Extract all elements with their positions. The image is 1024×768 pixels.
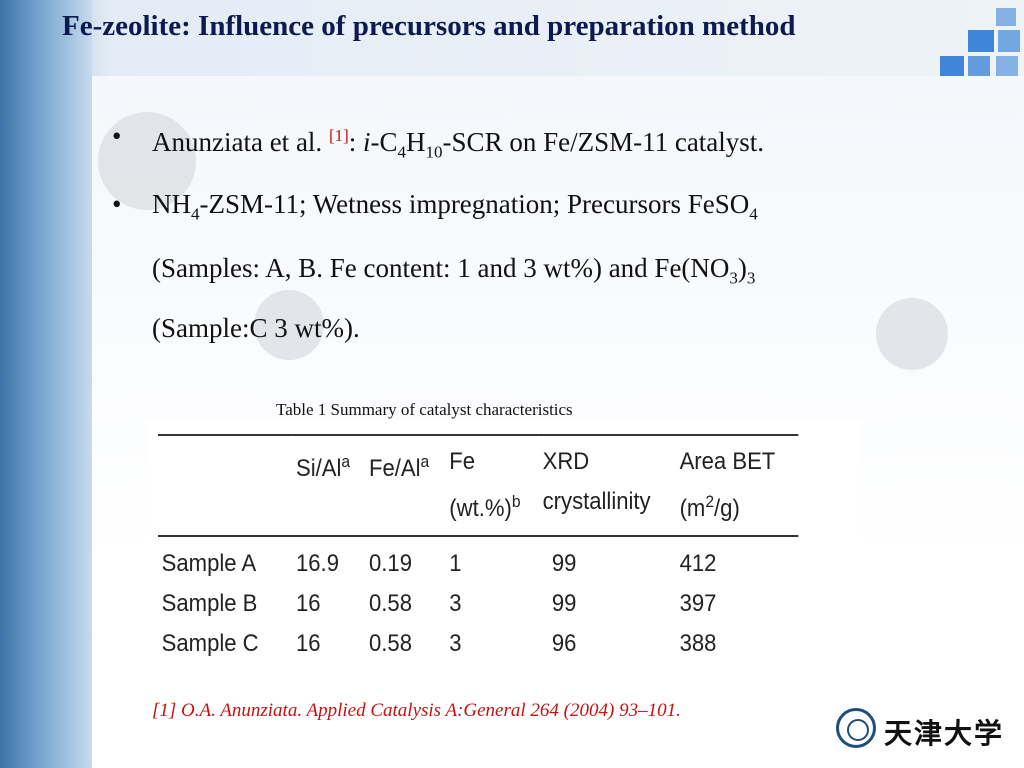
subscript: 4 <box>397 142 407 162</box>
table-cell: 412 <box>679 550 717 577</box>
table-cell: 0.58 <box>368 590 412 617</box>
accent-square <box>996 56 1018 76</box>
accent-square <box>968 30 994 52</box>
header-sup: b <box>511 492 521 511</box>
subscript: 3 <box>746 268 756 288</box>
header-col: Si/Ala <box>292 434 366 537</box>
slide-title: Fe-zeolite: Influence of precursors and … <box>62 10 796 42</box>
bullet-marker: • <box>112 189 122 219</box>
table-cell: 99 <box>551 590 577 617</box>
table-cell: 3 <box>449 590 462 617</box>
header-sup: a <box>420 452 430 471</box>
watermark-circle-icon <box>876 298 948 370</box>
bullet-2-line-2: (Samples: A, B. Fe content: 1 and 3 wt%)… <box>152 253 756 288</box>
table-row: Sample A 16.9 0.19 1 99 412 <box>158 536 798 584</box>
sample-name-cell: Sample A <box>161 550 257 577</box>
bullet-marker: • <box>112 121 122 151</box>
table-cell: 16.9 <box>296 550 339 577</box>
header-col: XRD crystallinity <box>538 434 676 537</box>
accent-square <box>968 56 990 76</box>
bullet-2-line-1: NH4-ZSM-11; Wetness impregnation; Precur… <box>152 189 758 224</box>
table-cell: 397 <box>679 590 717 617</box>
header-col: Fe (wt.%)b <box>445 434 539 537</box>
citation-marker: [1] <box>328 126 349 145</box>
bullet-1-line-1: Anunziata et al. [1]: i-C4H10-SCR on Fe/… <box>152 126 765 162</box>
catalyst-table: Si/Ala Fe/Ala Fe (wt.%)b XRD crystallinity… <box>158 434 799 664</box>
table-caption: Table 1 Summary of catalyst characterist… <box>276 400 573 419</box>
reference-citation: [1] O.A. Anunziata. Applied Catalysis A:… <box>152 700 681 721</box>
table-cell: 3 <box>449 630 462 657</box>
university-seal-icon <box>836 708 876 748</box>
sample-name-cell: Sample B <box>161 590 258 617</box>
subscript: 10 <box>425 142 443 162</box>
table-cell: 99 <box>551 550 577 577</box>
subscript: 3 <box>729 268 738 288</box>
table-body: Sample A 16.9 0.19 1 99 412 Sample B 16 0.58 3 99 3… <box>158 536 798 664</box>
subscript: 4 <box>191 204 200 224</box>
sample-name-cell: Sample C <box>161 630 259 657</box>
table-cell: 96 <box>551 630 577 657</box>
bullet-2-line-3: (Sample:C 3 wt%). <box>152 313 360 343</box>
table-row: Sample C 16 0.58 3 96 388 <box>158 624 798 664</box>
watermark-circle-icon <box>98 112 196 210</box>
table-header-row: Si/Ala Fe/Ala Fe (wt.%)b XRD crystallinity… <box>158 434 799 537</box>
accent-square <box>998 30 1020 52</box>
header-sup: 2 <box>705 492 715 511</box>
italic-text: i <box>363 127 371 157</box>
header-col: Fe/Ala <box>365 434 446 537</box>
header-col: Area BET (m2/g) <box>675 434 799 537</box>
table-cell: 0.58 <box>368 630 412 657</box>
accent-square <box>940 56 964 76</box>
watermark-circle-icon <box>254 290 324 360</box>
table-cell: 0.19 <box>368 550 412 577</box>
university-logo-text: 天津大学 <box>884 717 1005 750</box>
table-cell: 1 <box>449 550 462 577</box>
table-cell: 16 <box>296 630 321 657</box>
header-sample <box>158 434 293 537</box>
subscript: 4 <box>749 204 758 224</box>
table-cell: 388 <box>679 630 717 657</box>
table-container: Si/Ala Fe/Ala Fe (wt.%)b XRD crystallinity… <box>146 420 862 666</box>
left-gradient-bar <box>0 0 92 768</box>
header-sup: a <box>341 452 351 471</box>
table-row: Sample B 16 0.58 3 99 397 <box>158 584 798 624</box>
accent-square <box>996 8 1016 26</box>
table-cell: 16 <box>296 590 321 617</box>
